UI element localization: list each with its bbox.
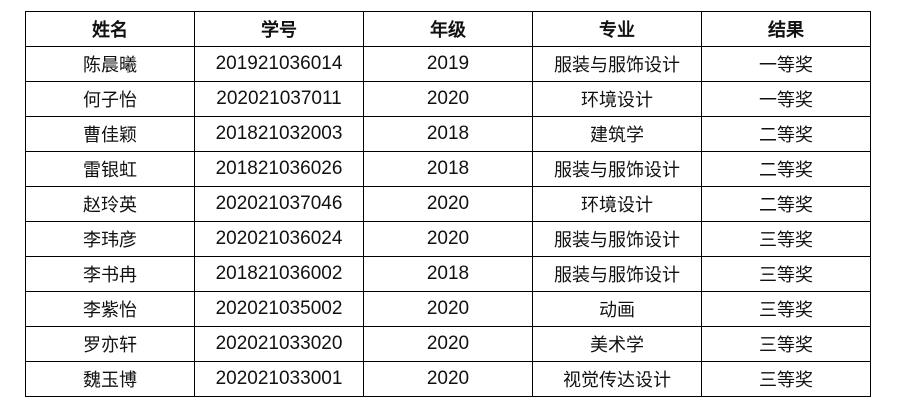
table-row: 李书冉 201821036002 2018 服装与服饰设计 三等奖	[25, 256, 871, 292]
cell-grade: 2018	[363, 256, 533, 292]
cell-major: 动画	[532, 291, 702, 327]
cell-student-id: 202021036024	[194, 221, 364, 257]
cell-student-id: 202021037011	[194, 81, 364, 117]
cell-major: 服装与服饰设计	[532, 46, 702, 82]
cell-result: 三等奖	[701, 361, 871, 397]
header-grade: 年级	[363, 11, 533, 47]
cell-grade: 2019	[363, 46, 533, 82]
table-row: 何子怡 202021037011 2020 环境设计 一等奖	[25, 81, 871, 117]
cell-name: 罗亦轩	[25, 326, 195, 362]
header-major: 专业	[532, 11, 702, 47]
table-row: 罗亦轩 202021033020 2020 美术学 三等奖	[25, 326, 871, 362]
table-row: 李玮彦 202021036024 2020 服装与服饰设计 三等奖	[25, 221, 871, 257]
cell-grade: 2018	[363, 116, 533, 152]
header-result: 结果	[701, 11, 871, 47]
cell-name: 雷银虹	[25, 151, 195, 187]
results-table: 姓名 学号 年级 专业 结果 陈晨曦 201921036014 2019 服装与服饰设计 一等奖…	[25, 11, 871, 397]
cell-result: 二等奖	[701, 151, 871, 187]
cell-result: 一等奖	[701, 46, 871, 82]
cell-major: 服装与服饰设计	[532, 256, 702, 292]
cell-name: 李玮彦	[25, 221, 195, 257]
cell-student-id: 201821036002	[194, 256, 364, 292]
cell-student-id: 201821032003	[194, 116, 364, 152]
cell-grade: 2020	[363, 361, 533, 397]
cell-name: 陈晨曦	[25, 46, 195, 82]
cell-name: 何子怡	[25, 81, 195, 117]
cell-major: 建筑学	[532, 116, 702, 152]
cell-major: 环境设计	[532, 186, 702, 222]
cell-result: 三等奖	[701, 256, 871, 292]
cell-student-id: 202021035002	[194, 291, 364, 327]
cell-student-id: 201821036026	[194, 151, 364, 187]
cell-result: 三等奖	[701, 291, 871, 327]
header-name: 姓名	[25, 11, 195, 47]
cell-result: 二等奖	[701, 186, 871, 222]
cell-result: 三等奖	[701, 326, 871, 362]
cell-major: 环境设计	[532, 81, 702, 117]
cell-name: 魏玉博	[25, 361, 195, 397]
cell-student-id: 202021033020	[194, 326, 364, 362]
cell-grade: 2020	[363, 326, 533, 362]
table-row: 陈晨曦 201921036014 2019 服装与服饰设计 一等奖	[25, 46, 871, 82]
table-row: 曹佳颖 201821032003 2018 建筑学 二等奖	[25, 116, 871, 152]
table-row: 李紫怡 202021035002 2020 动画 三等奖	[25, 291, 871, 327]
cell-major: 服装与服饰设计	[532, 221, 702, 257]
cell-major: 服装与服饰设计	[532, 151, 702, 187]
cell-major: 视觉传达设计	[532, 361, 702, 397]
cell-result: 一等奖	[701, 81, 871, 117]
cell-result: 二等奖	[701, 116, 871, 152]
cell-grade: 2020	[363, 221, 533, 257]
cell-student-id: 201921036014	[194, 46, 364, 82]
cell-name: 赵玲英	[25, 186, 195, 222]
header-student-id: 学号	[194, 11, 364, 47]
table-row: 魏玉博 202021033001 2020 视觉传达设计 三等奖	[25, 361, 871, 397]
cell-grade: 2020	[363, 291, 533, 327]
cell-result: 三等奖	[701, 221, 871, 257]
table-row: 雷银虹 201821036026 2018 服装与服饰设计 二等奖	[25, 151, 871, 187]
header-row: 姓名 学号 年级 专业 结果	[25, 11, 871, 47]
cell-major: 美术学	[532, 326, 702, 362]
cell-grade: 2020	[363, 81, 533, 117]
cell-grade: 2018	[363, 151, 533, 187]
cell-student-id: 202021033001	[194, 361, 364, 397]
cell-name: 曹佳颖	[25, 116, 195, 152]
cell-student-id: 202021037046	[194, 186, 364, 222]
cell-name: 李书冉	[25, 256, 195, 292]
cell-grade: 2020	[363, 186, 533, 222]
table-row: 赵玲英 202021037046 2020 环境设计 二等奖	[25, 186, 871, 222]
cell-name: 李紫怡	[25, 291, 195, 327]
